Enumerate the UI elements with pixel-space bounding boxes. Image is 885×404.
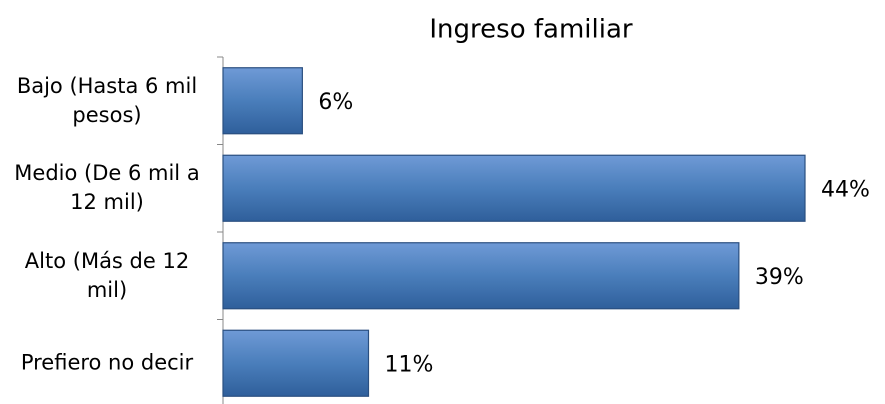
data-label: 6%: [318, 90, 353, 115]
data-label: 44%: [821, 177, 870, 202]
bar: [222, 329, 370, 397]
category-label: Bajo (Hasta 6 mil pesos): [16, 73, 198, 127]
data-label: 39%: [755, 265, 804, 290]
chart-title: Ingreso familiar: [429, 15, 632, 45]
bar: [222, 154, 806, 222]
data-label: 11%: [385, 352, 434, 377]
bar: [222, 242, 740, 310]
bar: [222, 67, 303, 135]
category-label: Alto (Más de 12 mil): [24, 248, 190, 302]
category-label: Medio (De 6 mil a 12 mil): [14, 161, 200, 215]
category-label: Prefiero no decir: [20, 350, 194, 375]
